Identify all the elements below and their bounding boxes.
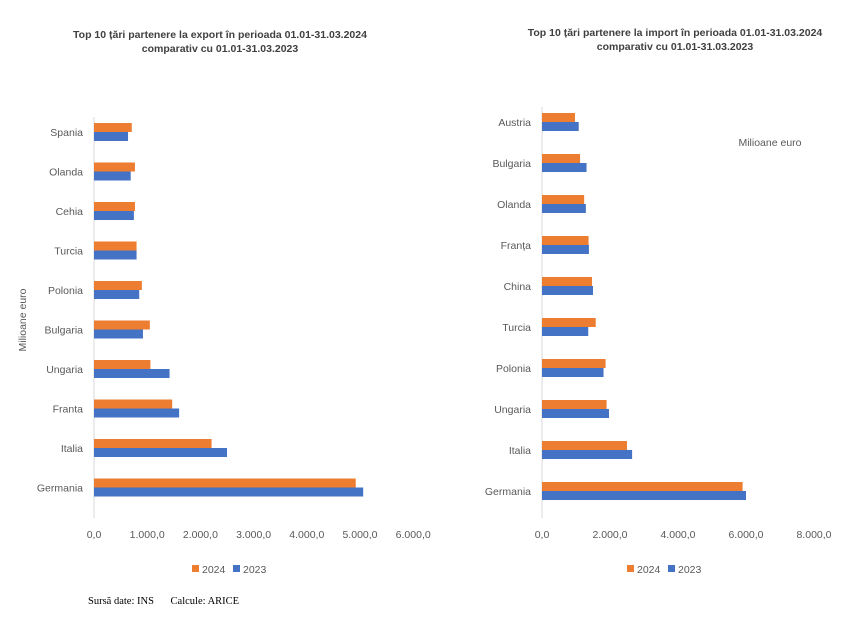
- import-category-label: Turcia: [502, 322, 531, 334]
- export-x-tick-label: 5.000,0: [342, 529, 377, 541]
- export-category-label: Cehia: [56, 206, 84, 218]
- export-bar-2023: [94, 369, 170, 378]
- export-title-line2: comparativ cu 01.01-31.03.2023: [141, 43, 299, 55]
- import-category-label: Olanda: [497, 199, 531, 211]
- import-bar-2023: [542, 491, 746, 500]
- import-category-label: Polonia: [496, 363, 531, 375]
- export-legend-swatch-2023: [233, 565, 240, 572]
- export-bar-2024: [94, 399, 173, 409]
- import-legend: 2024 2023: [627, 564, 702, 576]
- export-bar-2024: [94, 281, 142, 290]
- import-category-label: Bulgaria: [492, 158, 531, 170]
- export-bar-2024: [94, 478, 356, 488]
- import-legend-label-2023: 2023: [678, 564, 702, 576]
- import-category-label: Italia: [509, 445, 531, 457]
- export-category-label: Germania: [37, 483, 83, 495]
- export-bar-2023: [94, 250, 137, 260]
- import-legend-swatch-2024: [627, 565, 634, 572]
- export-category-label: Polonia: [48, 285, 83, 297]
- export-chart-title: Top 10 țări partenere la export în perio…: [40, 28, 400, 56]
- import-chart-title: Top 10 țări partenere la import în perio…: [490, 26, 860, 54]
- import-x-tick-label: 0,0: [535, 529, 550, 541]
- export-x-tick-label: 4.000,0: [289, 529, 324, 541]
- export-x-tick-label: 2.000,0: [183, 529, 218, 541]
- export-category-label: Turcia: [54, 246, 83, 258]
- export-y-axis-title: Milioane euro: [17, 288, 29, 351]
- import-title-line2: comparativ cu 01.01-31.03.2023: [596, 41, 754, 53]
- export-bar-2024: [94, 123, 132, 132]
- export-bar-2024: [94, 162, 135, 172]
- import-bar-2024: [542, 195, 585, 204]
- import-bar-2024: [542, 400, 607, 409]
- export-x-tick-label: 0,0: [87, 529, 102, 541]
- export-category-label: Italia: [61, 443, 83, 455]
- import-category-label: Franța: [501, 240, 532, 252]
- import-plot: Austria Bulgaria Olanda Franța China Turcia Po…: [485, 107, 832, 576]
- export-bar-2024: [94, 360, 151, 369]
- import-legend-swatch-2023: [668, 565, 675, 572]
- import-category-label: Ungaria: [494, 404, 531, 416]
- source-data-text: Sursă date: INS: [88, 596, 154, 607]
- import-bar-2023: [542, 245, 589, 254]
- export-category-label: Spania: [50, 127, 83, 139]
- import-bar-2024: [542, 318, 596, 327]
- import-bar-2023: [542, 286, 593, 295]
- export-category-label: Franta: [53, 404, 84, 416]
- import-bar-2024: [542, 236, 589, 245]
- import-bar-2023: [542, 122, 579, 131]
- export-bar-2024: [94, 439, 212, 448]
- export-category-label: Bulgaria: [44, 325, 83, 337]
- import-bar-2023: [542, 409, 609, 418]
- export-title-line1: Top 10 țări partenere la export în perio…: [73, 29, 367, 41]
- export-category-label: Ungaria: [46, 364, 83, 376]
- export-x-tick-label: 1.000,0: [130, 529, 165, 541]
- import-bar-2024: [542, 482, 743, 491]
- export-legend: 2024 2023: [192, 564, 267, 576]
- import-legend-label-2024: 2024: [637, 564, 661, 576]
- import-bar-2023: [542, 368, 604, 377]
- export-legend-swatch-2024: [192, 565, 199, 572]
- import-bar-2023: [542, 450, 633, 459]
- import-category-label: Austria: [498, 117, 531, 129]
- export-bar-2024: [94, 202, 135, 211]
- import-bar-2024: [542, 277, 592, 286]
- export-bar-2023: [94, 171, 131, 181]
- import-x-tick-label: 2.000,0: [592, 529, 627, 541]
- import-title-line1: Top 10 țări partenere la import în perio…: [527, 27, 823, 39]
- import-bar-2024: [542, 359, 606, 368]
- export-bar-2023: [94, 211, 134, 220]
- import-bar-2024: [542, 113, 575, 122]
- export-x-tick-label: 6.000,0: [396, 529, 431, 541]
- import-bar-2024: [542, 154, 581, 163]
- export-legend-label-2023: 2023: [243, 564, 267, 576]
- export-bar-2024: [94, 241, 137, 251]
- export-bar-2023: [94, 408, 180, 418]
- export-x-tick-label: 3.000,0: [236, 529, 271, 541]
- import-x-tick-label: 6.000,0: [728, 529, 763, 541]
- export-bar-2023: [94, 132, 129, 141]
- import-x-tick-label: 4.000,0: [660, 529, 695, 541]
- import-bar-2023: [542, 327, 589, 336]
- export-plot: Spania Olanda Cehia Turcia Polonia Bulgaria Un…: [17, 117, 431, 576]
- export-bar-2023: [94, 329, 143, 339]
- export-category-label: Olanda: [49, 167, 83, 179]
- import-bar-2023: [542, 163, 587, 172]
- export-bar-2024: [94, 320, 150, 330]
- import-bar-2024: [542, 441, 627, 450]
- source-calc-text: Calcule: ARICE: [170, 596, 240, 607]
- source-footnote: Sursă date: INS Calcule: ARICE: [88, 596, 253, 607]
- import-unit-annotation: Milioane euro: [738, 137, 801, 149]
- export-legend-label-2024: 2024: [202, 564, 226, 576]
- export-bar-2023: [94, 448, 227, 457]
- import-x-tick-label: 8.000,0: [796, 529, 831, 541]
- import-category-label: Germania: [485, 486, 531, 498]
- export-bar-2023: [94, 290, 140, 299]
- import-bar-2023: [542, 204, 586, 213]
- export-bar-2023: [94, 487, 364, 497]
- import-category-label: China: [504, 281, 532, 293]
